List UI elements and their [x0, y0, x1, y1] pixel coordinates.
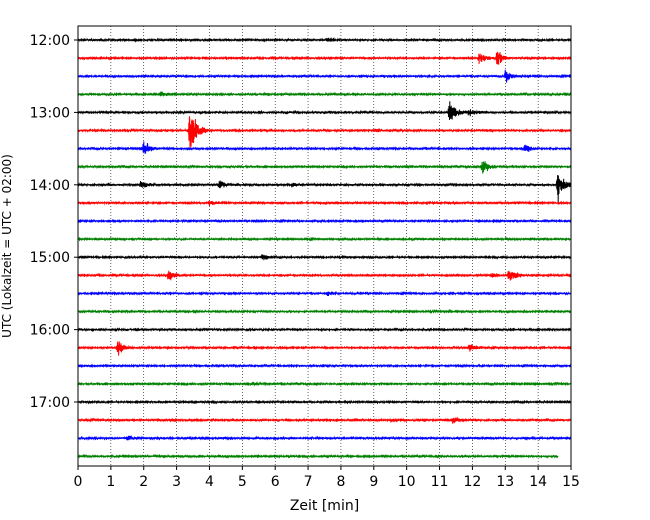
trace-1730: [77, 435, 572, 441]
trace-1330: [77, 141, 572, 154]
trace-1400: [77, 175, 572, 204]
y-axis: 12:00 13:00 14:00 15:00 16:00 17:00: [30, 33, 78, 411]
x-tick-label: 13: [496, 474, 514, 490]
trace-1630: [77, 363, 572, 369]
y-axis-label: UTC (Lokalzeit = UTC + 02:00): [0, 154, 14, 338]
x-tick-label: 11: [431, 474, 449, 490]
trace-1230: [77, 69, 572, 83]
trace-1715: [77, 416, 572, 424]
x-tick-label: 12: [463, 474, 481, 490]
y-tick-label: 17:00: [30, 395, 70, 411]
y-tick-label: 16:00: [30, 323, 70, 339]
trace-1615: [77, 341, 572, 356]
x-tick-label: 8: [336, 474, 345, 490]
trace-1515: [77, 270, 572, 281]
trace-1300: [77, 101, 572, 121]
trace-1600: [77, 326, 572, 333]
trace-group: [77, 37, 572, 459]
y-tick-label: 14:00: [30, 178, 70, 194]
grid-lines: [110, 26, 539, 466]
trace-1530: [77, 290, 572, 297]
x-tick-label: 4: [205, 474, 214, 490]
trace-1500: [77, 254, 572, 261]
x-tick-label: 10: [398, 474, 416, 490]
x-tick-label: 2: [139, 474, 148, 490]
x-tick-label: 15: [562, 474, 580, 490]
trace-1700: [77, 399, 572, 405]
x-tick-label: 1: [106, 474, 115, 490]
trace-1745: [77, 453, 559, 459]
trace-1315: [77, 116, 572, 149]
x-tick-label: 6: [271, 474, 280, 490]
trace-1645: [77, 381, 572, 387]
y-tick-label: 13:00: [30, 105, 70, 121]
y-tick-label: 15:00: [30, 250, 70, 266]
y-tick-label: 12:00: [30, 33, 70, 49]
x-tick-label: 14: [529, 474, 547, 490]
plot-frame: [77, 25, 572, 467]
trace-1545: [77, 308, 572, 315]
trace-1415: [77, 200, 572, 207]
x-tick-label: 3: [172, 474, 181, 490]
trace-1215: [77, 51, 572, 65]
x-tick-label: 0: [74, 474, 83, 490]
trace-1430: [77, 218, 572, 224]
x-tick-label: 7: [304, 474, 313, 490]
trace-1445: [77, 236, 572, 242]
x-tick-label: 9: [369, 474, 378, 490]
x-tick-label: 5: [238, 474, 247, 490]
trace-1200: [77, 37, 572, 43]
trace-1345: [77, 161, 572, 174]
x-axis: 0 1 2 3 4 5 6 7 8 9 10 11 12 13 14 15: [74, 466, 580, 490]
trace-1245: [77, 91, 572, 98]
x-axis-label: Zeit [min]: [290, 498, 359, 514]
